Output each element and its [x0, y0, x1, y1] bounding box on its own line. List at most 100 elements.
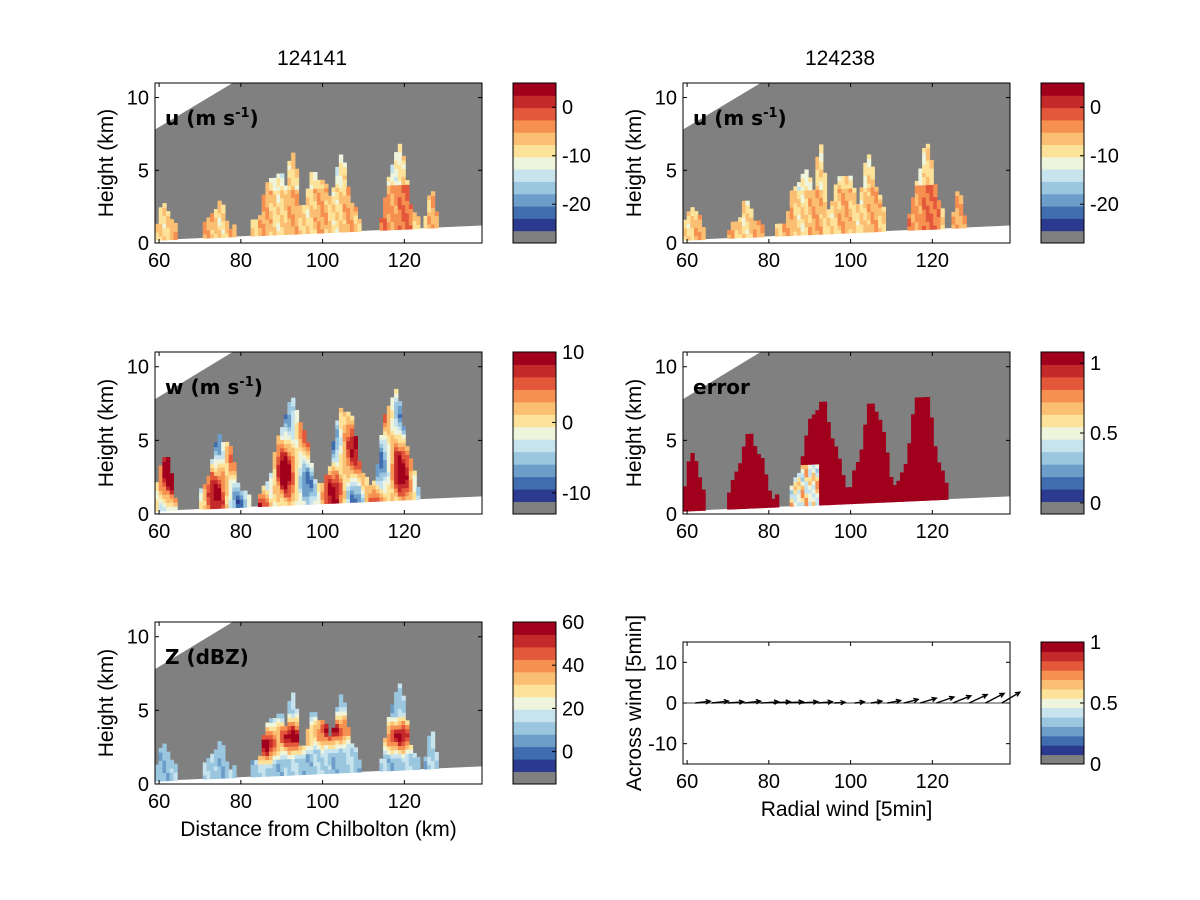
heatmap-cell	[162, 768, 167, 774]
heatmap-cell	[210, 483, 215, 489]
heatmap-cell	[690, 481, 695, 487]
heatmap-cell	[690, 219, 695, 225]
heatmap-cell	[346, 215, 351, 220]
heatmap-cell	[863, 453, 868, 459]
heatmap-cell	[734, 492, 739, 497]
heatmap-cell	[701, 502, 706, 507]
heatmap-cell	[331, 740, 336, 745]
heatmap-cell	[338, 764, 344, 770]
heatmap-cell	[316, 761, 322, 767]
heatmap-cell	[291, 721, 296, 726]
heatmap-cell	[224, 495, 230, 501]
heatmap-cell	[386, 455, 392, 460]
heatmap-cell	[353, 763, 358, 769]
heatmap-cell	[217, 757, 222, 763]
heatmap-cell	[929, 429, 934, 435]
heatmap-cell	[830, 442, 835, 448]
heatmap-cell	[797, 489, 802, 495]
heatmap-cell	[925, 446, 931, 452]
heatmap-cell	[276, 173, 281, 179]
heatmap-cell	[789, 493, 794, 499]
heatmap-cell	[155, 236, 160, 241]
heatmap-cell	[870, 494, 875, 500]
heatmap-cell	[863, 195, 868, 201]
heatmap-cell	[390, 749, 395, 755]
heatmap-cell	[694, 498, 699, 503]
heatmap-cell	[896, 493, 901, 498]
heatmap-cell	[800, 210, 805, 216]
heatmap-cell	[276, 476, 281, 482]
heatmap-cell	[320, 224, 325, 230]
heatmap-cell	[235, 486, 241, 492]
heatmap-cell	[859, 486, 864, 492]
heatmap-cell	[741, 200, 747, 206]
heatmap-cell	[309, 500, 314, 505]
heatmap-cell	[294, 480, 300, 485]
heatmap-cell	[866, 465, 872, 471]
heatmap-cell	[276, 468, 281, 474]
heatmap-cell	[804, 185, 809, 191]
heatmap-cell	[283, 418, 289, 424]
heatmap-cell	[855, 482, 861, 488]
heatmap-cell	[353, 747, 358, 753]
heatmap-cell	[383, 205, 388, 211]
heatmap-cell	[217, 745, 222, 750]
heatmap-cell	[269, 493, 274, 499]
heatmap-cell	[811, 205, 817, 211]
heatmap-cell	[749, 466, 754, 472]
heatmap-cell	[166, 494, 171, 499]
heatmap-cell	[870, 449, 875, 454]
x-tick-label: 120	[916, 250, 949, 272]
heatmap-cell	[383, 492, 388, 498]
heatmap-cell	[302, 446, 307, 452]
heatmap-cell	[434, 215, 439, 221]
heatmap-cell	[386, 725, 392, 730]
heatmap-cell	[907, 492, 912, 498]
heatmap-cell	[918, 496, 923, 501]
heatmap-cell	[808, 468, 813, 473]
heatmap-cell	[342, 207, 347, 212]
heatmap-cell	[922, 496, 927, 501]
colorbar-swatch	[513, 119, 556, 133]
heatmap-cell	[855, 216, 861, 221]
heatmap-cell	[346, 203, 351, 208]
heatmap-cell	[870, 182, 875, 188]
heatmap-cell	[815, 197, 820, 203]
heatmap-cell	[254, 768, 259, 773]
heatmap-cell	[922, 188, 927, 194]
heatmap-cell	[734, 496, 739, 502]
colorbar-swatch	[513, 646, 556, 660]
heatmap-cell	[228, 773, 233, 779]
heatmap-cell	[892, 485, 897, 490]
heatmap-cell	[217, 438, 222, 443]
heatmap-cell	[313, 176, 318, 181]
heatmap-cell	[922, 421, 927, 427]
heatmap-cell	[361, 489, 366, 495]
heatmap-cell	[885, 489, 890, 495]
heatmap-cell	[874, 473, 879, 479]
heatmap-cell	[283, 762, 289, 768]
heatmap-cell	[870, 444, 875, 450]
heatmap-cell	[430, 219, 436, 225]
heatmap-cell	[338, 727, 344, 733]
heatmap-cell	[881, 206, 886, 212]
heatmap-cell	[166, 215, 171, 220]
heatmap-cell	[276, 210, 281, 215]
heatmap-cell	[793, 186, 798, 191]
colorbar-swatch	[1041, 414, 1084, 428]
heatmap-cell	[929, 159, 934, 165]
heatmap-cell	[925, 442, 931, 448]
heatmap-cell	[694, 231, 699, 237]
heatmap-cell	[929, 164, 934, 169]
heatmap-cell	[206, 475, 211, 481]
heatmap-cell	[390, 205, 395, 210]
heatmap-cell	[925, 180, 931, 186]
heatmap-cell	[350, 452, 355, 458]
heatmap-cell	[350, 494, 355, 499]
heatmap-cell	[280, 451, 285, 457]
heatmap-cell	[331, 211, 336, 217]
heatmap-cell	[918, 188, 923, 194]
heatmap-cell	[826, 451, 831, 456]
heatmap-cell	[283, 480, 289, 486]
heatmap-cell	[291, 754, 296, 759]
